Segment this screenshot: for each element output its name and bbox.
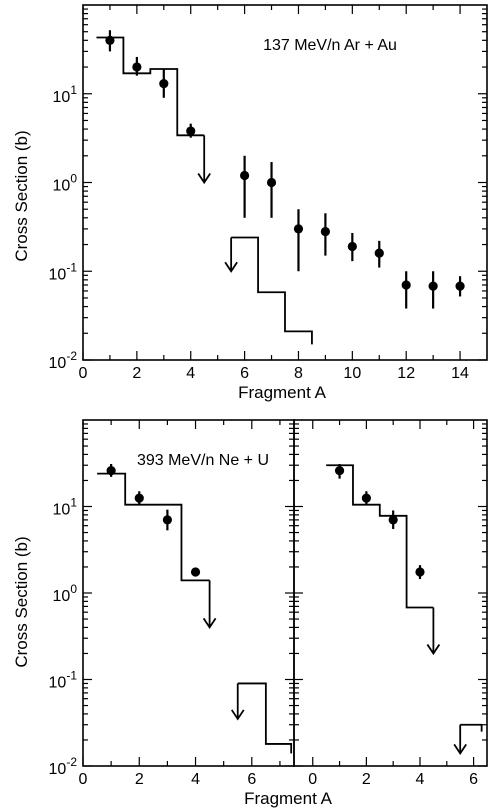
data-point-top — [320, 226, 330, 237]
data-point-bottom-right — [415, 567, 425, 577]
x-tick-label-bottom-left: 0 — [79, 771, 88, 788]
histogram-bottom-right — [460, 723, 483, 732]
data-point-top — [240, 170, 250, 181]
x-tick-label-bottom-left: 4 — [191, 771, 200, 788]
data-point-top — [374, 248, 384, 258]
y-tick-label-bottom-left: 10-2 — [49, 755, 78, 778]
histogram-top — [96, 36, 205, 137]
y-axis-title-bottom: Cross Section (b) — [12, 536, 31, 667]
x-tick-label-bottom-right: 0 — [308, 771, 317, 788]
panel-bottom-left: 10-2 10-1 100 101 0 2 4 6 393 MeV/n Ne + U — [49, 419, 295, 788]
x-tick-label-top: 0 — [79, 365, 88, 382]
data-point-top — [401, 280, 411, 290]
limit-arrowhead-bottom-left — [230, 709, 245, 721]
x-tick-label-top: 10 — [343, 365, 361, 382]
data-point-top — [132, 62, 142, 72]
data-point-top — [266, 177, 277, 188]
data-point-bottom-left — [162, 515, 172, 525]
limit-arrowhead-bottom-right — [453, 743, 467, 755]
x-tick-label-bottom-right: 2 — [362, 771, 371, 788]
data-point-top — [159, 79, 169, 89]
data-point-top — [186, 126, 196, 136]
x-tick-label-top: 8 — [294, 365, 303, 382]
limit-arrowhead-bottom-right — [426, 643, 441, 656]
y-axis-title-top: Cross Section (b) — [12, 130, 31, 261]
x-tick-label-top: 14 — [451, 365, 469, 382]
histogram-top — [231, 236, 313, 345]
limit-arrowhead-top — [224, 261, 238, 273]
y-tick-label-top: 10-2 — [49, 349, 78, 372]
data-point-bottom-right — [388, 515, 398, 525]
data-point-top — [455, 281, 465, 291]
x-axis-title-top: Fragment A — [238, 383, 327, 402]
x-tick-label-top: 12 — [397, 365, 415, 382]
data-point-top — [428, 281, 438, 291]
x-tick-label-top: 2 — [132, 365, 141, 382]
x-tick-label-top: 4 — [186, 365, 195, 382]
histogram-bottom-left — [97, 472, 210, 582]
data-point-bottom-left — [190, 567, 201, 577]
x-axis-title-bottom: Fragment A — [244, 789, 333, 808]
y-tick-label-bottom-left: 10-1 — [49, 669, 78, 692]
y-tick-label-top: 101 — [53, 83, 78, 106]
y-tick-label-top: 100 — [53, 172, 78, 195]
histogram-bottom-right — [326, 464, 434, 609]
y-tick-label-bottom-left: 100 — [53, 582, 78, 605]
data-point-top — [347, 241, 357, 252]
y-tick-label-top: 10-1 — [49, 260, 78, 283]
plot-frame-bottom-right — [293, 419, 488, 767]
chart-title-top: 137 MeV/n Ar + Au — [263, 37, 397, 54]
x-tick-label-bottom-left: 2 — [135, 771, 144, 788]
panel-top: 10-2 10-1 100 101 0 2 4 6 8 10 12 14 137 MeV/n Ar + … — [49, 4, 488, 382]
x-tick-label-bottom-right: 4 — [416, 771, 425, 788]
panel-bottom-right: 0 2 4 6 — [293, 419, 488, 788]
y-tick-label-bottom-left: 101 — [53, 496, 78, 519]
data-point-bottom-right — [334, 466, 345, 476]
limit-arrowhead-bottom-left — [202, 617, 217, 630]
data-point-bottom-right — [361, 493, 371, 503]
x-tick-label-bottom-left: 6 — [247, 771, 256, 788]
chart-title-bottom-left: 393 MeV/n Ne + U — [137, 452, 269, 469]
data-point-top — [293, 224, 304, 234]
x-tick-label-bottom-right: 6 — [469, 771, 478, 788]
limit-arrowhead-top — [197, 173, 211, 185]
x-tick-label-top: 6 — [240, 365, 249, 382]
histogram-bottom-left — [237, 682, 293, 754]
data-point-bottom-left — [134, 493, 144, 503]
